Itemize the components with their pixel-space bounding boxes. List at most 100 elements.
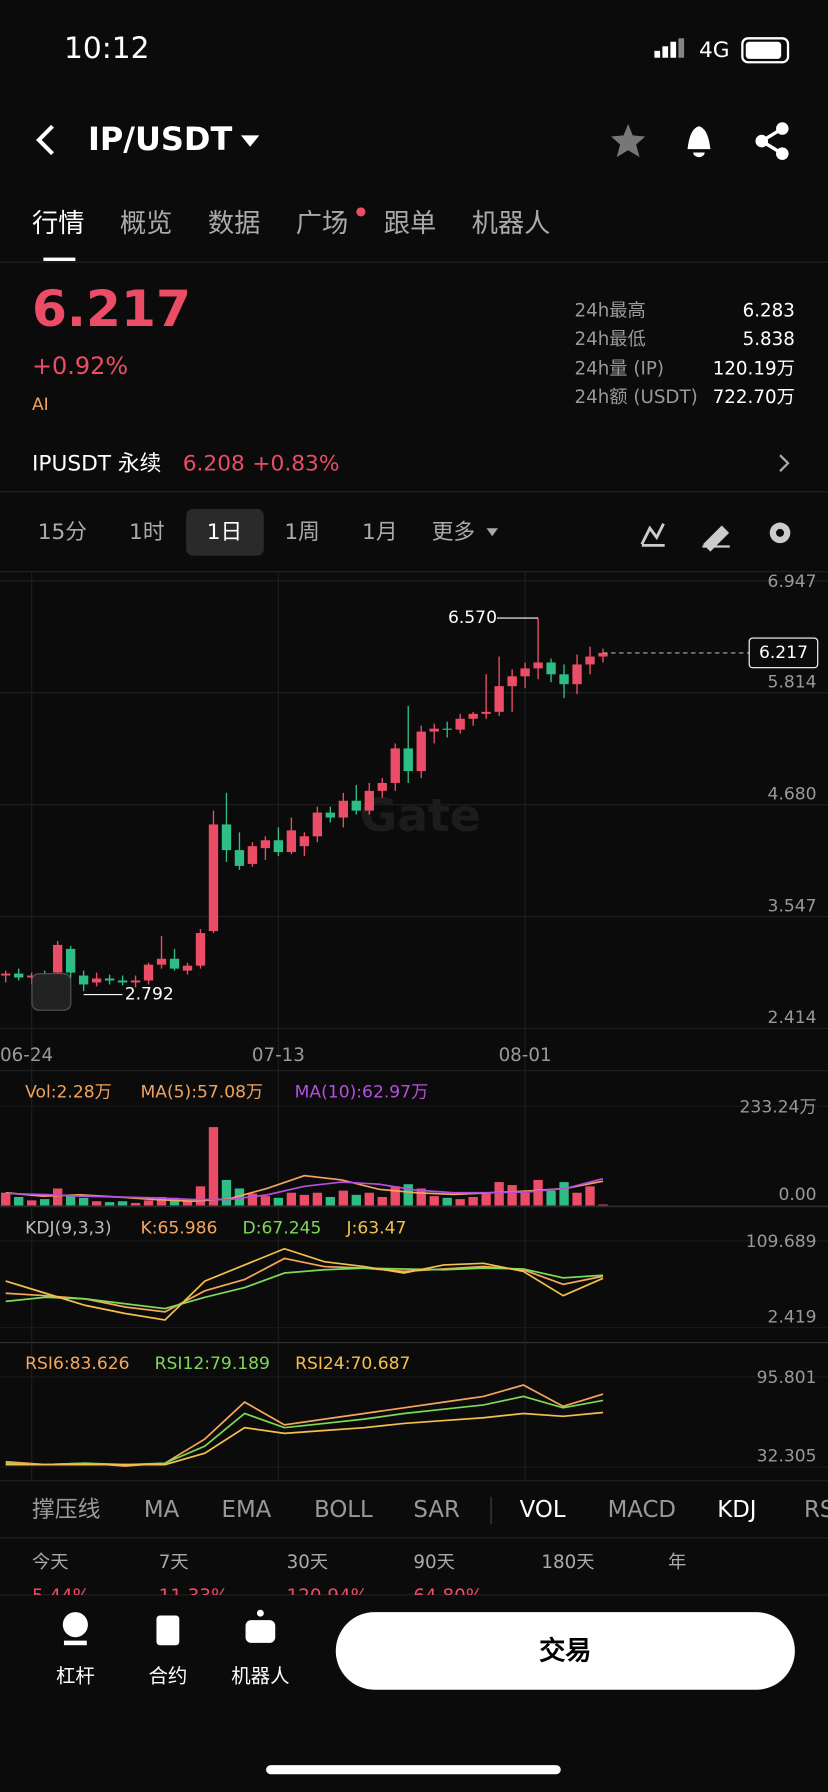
volume-bar <box>39 1199 50 1206</box>
volume-bar <box>1 1192 11 1206</box>
volume-bar <box>104 1202 115 1206</box>
candle-body <box>403 748 413 772</box>
candle-body <box>377 782 387 791</box>
expand-button[interactable] <box>31 973 72 1011</box>
draw-icon[interactable] <box>702 525 730 552</box>
indicator-line <box>5 1177 604 1201</box>
indicator-tab[interactable]: 撑压线 <box>32 1497 100 1523</box>
candle-body <box>507 676 517 687</box>
tab[interactable]: 行情 <box>32 209 85 239</box>
volume-bar <box>221 1179 232 1206</box>
candle-body <box>364 790 374 811</box>
indicator-icon[interactable] <box>640 523 665 547</box>
candle-body <box>442 728 452 730</box>
tab-indicator <box>43 257 76 262</box>
indicator-tab[interactable]: VOL <box>520 1497 566 1523</box>
period-label: 今天 <box>32 1552 69 1573</box>
contract-icon <box>156 1615 180 1646</box>
candle-body <box>195 933 206 966</box>
low-label: 2.792 <box>125 985 174 1005</box>
nav-label[interactable]: 合约 <box>148 1665 187 1688</box>
volume-bar <box>442 1197 452 1206</box>
favorite-icon[interactable] <box>611 123 646 158</box>
interval[interactable]: 15分 <box>38 520 87 545</box>
candle-body <box>1 973 11 976</box>
indicator-tab[interactable]: MA <box>144 1497 180 1523</box>
y-tick-label: 32.305 <box>757 1447 817 1467</box>
volume-bar <box>403 1184 413 1206</box>
stat-label: 24h量 (IP) <box>574 359 664 380</box>
candle-body <box>312 812 323 837</box>
interval[interactable]: 1时 <box>129 520 164 545</box>
status-network: 4G <box>699 38 730 63</box>
x-tick-label: 07-13 <box>252 1045 305 1066</box>
y-tick-label: 5.814 <box>768 672 817 692</box>
volume-bar <box>585 1186 595 1206</box>
period-change: 120.94% <box>287 1586 368 1607</box>
volume-bar <box>429 1196 439 1206</box>
volume-bar <box>91 1201 102 1206</box>
tab[interactable]: 机器人 <box>472 209 551 239</box>
interval-active-bg <box>186 508 264 556</box>
volume-bar <box>390 1186 400 1206</box>
volume-bar <box>377 1196 387 1206</box>
nav-label[interactable]: 杠杆 <box>56 1665 95 1688</box>
alert-icon[interactable] <box>687 126 711 158</box>
volume-bar <box>27 1200 37 1206</box>
indicator-tab[interactable]: MACD <box>608 1497 676 1523</box>
period-label: 30天 <box>287 1552 329 1573</box>
candle-body <box>390 748 400 783</box>
y-tick-label: 3.547 <box>768 896 817 916</box>
back-button[interactable] <box>36 124 54 156</box>
candle-body <box>520 668 530 677</box>
candle-body <box>104 978 115 981</box>
volume-bar <box>312 1192 323 1206</box>
last-price: 6.217 <box>32 279 191 338</box>
interval[interactable]: 1周 <box>284 520 319 545</box>
perpetual-name[interactable]: IPUSDT 永续 <box>32 451 161 476</box>
stat-value: 722.70万 <box>713 387 795 408</box>
interval[interactable]: 1月 <box>362 520 398 545</box>
candle-body <box>325 812 336 818</box>
candle-body <box>455 718 465 730</box>
pair-title[interactable]: IP/USDT <box>88 120 233 158</box>
perpetual-change: +0.83% <box>252 451 339 476</box>
indicator-tab[interactable]: SAR <box>413 1497 460 1523</box>
tab[interactable]: 数据 <box>208 209 261 239</box>
more-dropdown <box>486 528 498 537</box>
tab[interactable]: 广场 <box>296 209 349 239</box>
nav-label[interactable]: 机器人 <box>231 1665 289 1688</box>
volume-bar <box>195 1186 206 1206</box>
candle-body <box>234 850 245 866</box>
indicator-tab[interactable]: BOLL <box>314 1497 373 1523</box>
trade-button[interactable] <box>335 1612 795 1690</box>
y-tick-label: 6.947 <box>768 572 817 592</box>
candle-body <box>27 975 37 978</box>
volume-bar <box>507 1185 517 1206</box>
interval[interactable]: 更多 <box>432 520 475 545</box>
indicator-line <box>5 1267 604 1310</box>
volume-bar <box>234 1188 245 1206</box>
trade-button-label[interactable]: 交易 <box>539 1636 592 1667</box>
candle-body <box>117 980 128 983</box>
volume-bar <box>416 1188 426 1206</box>
y-tick-label: 95.801 <box>757 1368 817 1388</box>
period-change: 64.80% <box>413 1586 483 1607</box>
tab[interactable]: 概览 <box>120 209 172 239</box>
indicator-tab[interactable]: EMA <box>222 1497 272 1523</box>
volume-bar <box>286 1192 297 1206</box>
indicator-line <box>5 1411 604 1466</box>
indicator-tab[interactable]: RSI <box>804 1497 828 1523</box>
tab[interactable]: 跟单 <box>384 209 437 239</box>
volume-bar <box>52 1188 63 1206</box>
candle-body <box>546 662 556 675</box>
interval[interactable]: 1日 <box>207 520 243 545</box>
period-label: 180天 <box>541 1552 594 1573</box>
legend-entry: Vol:2.28万 <box>25 1082 112 1102</box>
indicator-tab[interactable]: KDJ <box>717 1497 756 1523</box>
candle-body <box>598 652 608 657</box>
pair-dropdown[interactable] <box>240 135 260 147</box>
perpetual-arrow[interactable] <box>779 454 790 472</box>
share-icon[interactable] <box>755 122 789 160</box>
